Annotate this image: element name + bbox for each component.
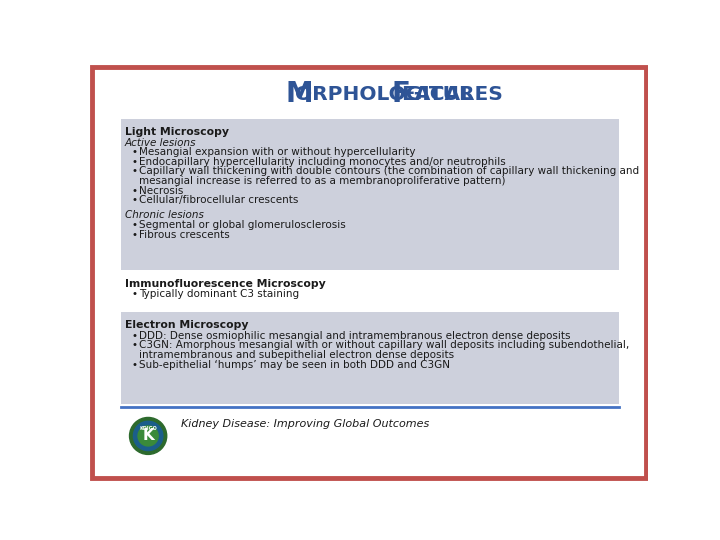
Text: C3GN: Amorphous mesangial with or without capillary wall deposits including sube: C3GN: Amorphous mesangial with or withou… (139, 340, 629, 350)
Text: Fibrous crescents: Fibrous crescents (139, 230, 230, 240)
Bar (121, 271, 618, 312)
Text: Immunofluorescence Microscopy: Immunofluorescence Microscopy (125, 279, 325, 289)
Text: Typically dominant C3 staining: Typically dominant C3 staining (139, 289, 299, 299)
Text: •: • (132, 230, 138, 240)
Text: Sub-epithelial ‘humps’ may be seen in both DDD and C3GN: Sub-epithelial ‘humps’ may be seen in bo… (139, 360, 450, 370)
Text: •: • (132, 331, 138, 341)
Text: •: • (132, 157, 138, 167)
Text: M: M (285, 80, 313, 108)
Circle shape (133, 421, 163, 450)
Text: Cellular/fibrocellular crescents: Cellular/fibrocellular crescents (139, 195, 298, 205)
Circle shape (138, 426, 158, 446)
Text: intramembranous and subepithelial electron dense deposits: intramembranous and subepithelial electr… (139, 350, 454, 360)
Text: ORPHOLOGICAL: ORPHOLOGICAL (295, 85, 480, 104)
Text: KDIGO: KDIGO (139, 426, 157, 430)
Text: Chronic lesions: Chronic lesions (125, 211, 204, 220)
Text: Active lesions: Active lesions (125, 138, 197, 147)
Text: •: • (132, 186, 138, 195)
Text: F: F (391, 80, 410, 108)
Text: Light Microscopy: Light Microscopy (125, 127, 229, 137)
Text: •: • (132, 195, 138, 205)
Text: Segmental or global glomerulosclerosis: Segmental or global glomerulosclerosis (139, 220, 346, 230)
Text: K: K (143, 428, 154, 443)
Text: •: • (132, 147, 138, 157)
Text: •: • (132, 220, 138, 230)
Circle shape (130, 417, 167, 455)
Text: Necrosis: Necrosis (139, 186, 183, 195)
Text: DDD: Dense osmiophilic mesangial and intramembranous electron dense deposits: DDD: Dense osmiophilic mesangial and int… (139, 331, 570, 341)
Text: Kidney Disease: Improving Global Outcomes: Kidney Disease: Improving Global Outcome… (181, 418, 429, 429)
Text: Endocapillary hypercellularity including monocytes and/or neutrophils: Endocapillary hypercellularity including… (139, 157, 505, 167)
Text: •: • (132, 289, 138, 299)
Text: •: • (132, 340, 138, 350)
Text: Capillary wall thickening with double contours (the combination of capillary wal: Capillary wall thickening with double co… (139, 166, 639, 177)
Bar (121, 119, 618, 271)
Bar (121, 312, 618, 403)
Text: mesangial increase is referred to as a membranoproliferative pattern): mesangial increase is referred to as a m… (139, 176, 505, 186)
Text: EATURES: EATURES (401, 85, 503, 104)
Text: •: • (132, 166, 138, 177)
Text: •: • (132, 360, 138, 370)
Text: Electron Microscopy: Electron Microscopy (125, 320, 248, 330)
Text: Mesangial expansion with or without hypercellularity: Mesangial expansion with or without hype… (139, 147, 415, 157)
